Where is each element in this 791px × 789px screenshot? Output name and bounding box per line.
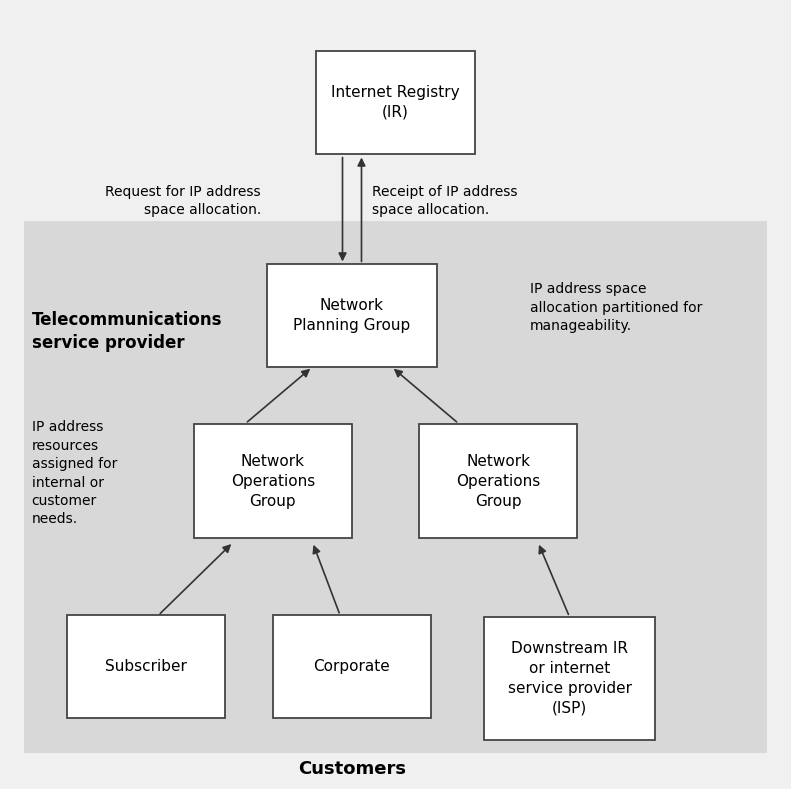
Bar [267,264,437,367]
Bar [273,615,431,718]
Bar [316,51,475,154]
Text: Corporate: Corporate [313,659,391,675]
Text: Request for IP address
space allocation.: Request for IP address space allocation. [105,185,261,218]
Text: IP address space
allocation partitioned for
manageability.: IP address space allocation partitioned … [530,282,702,333]
Text: Downstream IR
or internet
service provider
(ISP): Downstream IR or internet service provid… [508,641,631,716]
Bar [24,221,767,753]
Bar [484,617,654,740]
Text: Customers: Customers [298,761,406,778]
Text: IP address
resources
assigned for
internal or
customer
needs.: IP address resources assigned for intern… [32,421,117,526]
Text: Receipt of IP address
space allocation.: Receipt of IP address space allocation. [372,185,517,218]
Text: Network
Planning Group: Network Planning Group [293,298,411,333]
Bar [419,424,577,539]
Text: Internet Registry
(IR): Internet Registry (IR) [331,85,460,120]
Bar [67,615,225,718]
Text: Network
Operations
Group: Network Operations Group [231,454,315,509]
Bar [194,424,352,539]
Text: Network
Operations
Group: Network Operations Group [456,454,540,509]
Text: Subscriber: Subscriber [105,659,187,675]
Text: Telecommunications
service provider: Telecommunications service provider [32,311,222,352]
